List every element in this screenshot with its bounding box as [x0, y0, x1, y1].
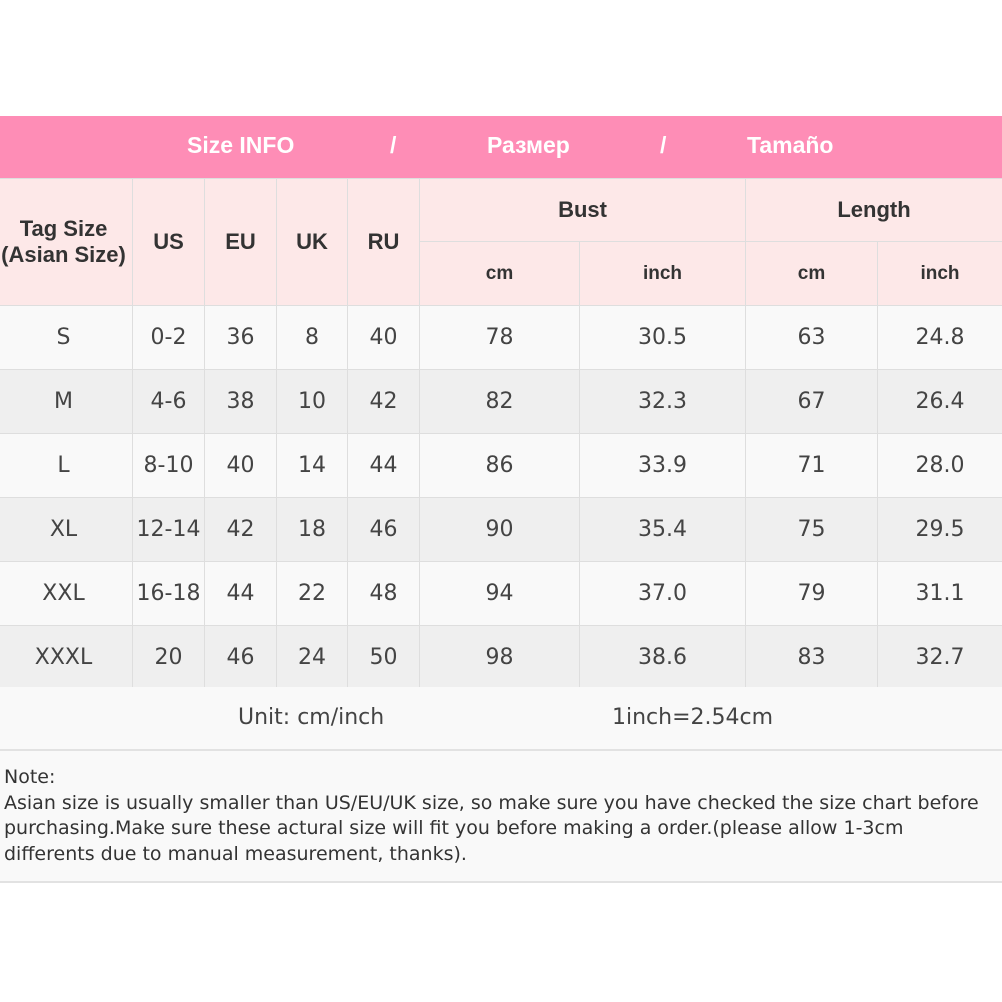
note-line: purchasing.Make sure these actural size …	[4, 817, 904, 839]
header-ru: RU	[347, 178, 420, 306]
header-length-inch: inch	[877, 241, 1002, 306]
cell-length-inch: 32.7	[877, 625, 1002, 690]
cell-bust-inch: 37.0	[578, 561, 747, 626]
cell-us: 8-10	[132, 433, 205, 498]
cell-eu: 40	[204, 433, 277, 498]
cell-eu: 38	[204, 369, 277, 434]
cell-length-cm: 75	[745, 497, 879, 562]
cell-eu: 36	[204, 305, 277, 370]
cell-uk: 24	[276, 625, 348, 690]
cell-tag-size: XXXL	[0, 625, 133, 690]
cell-length-inch: 29.5	[877, 497, 1002, 562]
header-length: Length	[745, 178, 1002, 242]
cell-ru: 50	[347, 625, 420, 690]
table-row: M 4-6 38 10 42 82 32.3 67 26.4	[0, 369, 1002, 434]
unit-conversion: 1inch=2.54cm	[612, 705, 774, 730]
cell-tag-size: L	[0, 433, 133, 498]
cell-ru: 42	[347, 369, 420, 434]
cell-ru: 44	[347, 433, 420, 498]
cell-bust-cm: 78	[419, 305, 580, 370]
header-tag-size: Tag Size (Asian Size)	[0, 178, 133, 306]
cell-bust-inch: 30.5	[578, 305, 747, 370]
size-table: Tag Size (Asian Size) US EU UK RU Bust Le…	[0, 178, 1002, 690]
cell-bust-inch: 32.3	[578, 369, 747, 434]
title-spanish: Tamaño	[747, 132, 834, 158]
cell-tag-size: XL	[0, 497, 133, 562]
note-line: Asian size is usually smaller than US/EU…	[4, 791, 979, 814]
cell-us: 20	[132, 625, 205, 690]
header-length-cm: cm	[745, 241, 879, 306]
table-row: S 0-2 36 8 40 78 30.5 63 24.8	[0, 305, 1002, 370]
header-bust: Bust	[418, 178, 747, 242]
cell-bust-cm: 98	[419, 625, 580, 690]
header-us: US	[132, 178, 205, 306]
header-bust-inch: inch	[578, 241, 747, 306]
title-english: Size INFO	[187, 132, 295, 158]
cell-uk: 18	[276, 497, 348, 562]
cell-bust-cm: 82	[419, 369, 580, 434]
cell-length-cm: 63	[745, 305, 879, 370]
note-section: Note: Asian size is usually smaller than…	[0, 751, 1002, 883]
cell-bust-cm: 86	[419, 433, 580, 498]
cell-uk: 10	[276, 369, 348, 434]
table-row: L 8-10 40 14 44 86 33.9 71 28.0	[0, 433, 1002, 498]
table-body: S 0-2 36 8 40 78 30.5 63 24.8 M 4-6 38 10 42 82 32.3 67 2…	[0, 305, 1002, 690]
cell-length-cm: 79	[745, 561, 879, 626]
cell-length-cm: 83	[745, 625, 879, 690]
cell-bust-inch: 35.4	[578, 497, 747, 562]
header-uk: UK	[276, 178, 348, 306]
cell-us: 0-2	[132, 305, 205, 370]
header-eu: EU	[204, 178, 277, 306]
cell-tag-size: M	[0, 369, 133, 434]
unit-label: Unit: cm/inch	[238, 705, 385, 730]
note-line: differents due to manual measurement, th…	[4, 842, 467, 865]
cell-bust-cm: 94	[419, 561, 580, 626]
title-bar: Size INFO / Размер / Tamaño	[0, 116, 1002, 178]
cell-length-inch: 24.8	[877, 305, 1002, 370]
note-heading: Note:	[4, 766, 56, 788]
cell-length-inch: 31.1	[877, 561, 1002, 626]
cell-us: 16-18	[132, 561, 205, 626]
title-russian: Размер	[487, 132, 570, 158]
cell-ru: 46	[347, 497, 420, 562]
cell-eu: 44	[204, 561, 277, 626]
cell-uk: 8	[276, 305, 348, 370]
cell-tag-size: S	[0, 305, 133, 370]
table-row: XXXL 20 46 24 50 98 38.6 83 32.7	[0, 625, 1002, 690]
cell-us: 4-6	[132, 369, 205, 434]
table-row: XXL 16-18 44 22 48 94 37.0 79 31.1	[0, 561, 1002, 626]
cell-bust-cm: 90	[419, 497, 580, 562]
cell-ru: 40	[347, 305, 420, 370]
cell-uk: 22	[276, 561, 348, 626]
title-separator: /	[660, 132, 667, 158]
cell-tag-size: XXL	[0, 561, 133, 626]
table-row: XL 12-14 42 18 46 90 35.4 75 29.5	[0, 497, 1002, 562]
cell-us: 12-14	[132, 497, 205, 562]
cell-length-inch: 28.0	[877, 433, 1002, 498]
cell-bust-inch: 38.6	[578, 625, 747, 690]
unit-row: Unit: cm/inch 1inch=2.54cm	[0, 687, 1002, 751]
cell-bust-inch: 33.9	[578, 433, 747, 498]
header-bust-cm: cm	[419, 241, 580, 306]
cell-uk: 14	[276, 433, 348, 498]
cell-length-inch: 26.4	[877, 369, 1002, 434]
cell-ru: 48	[347, 561, 420, 626]
cell-length-cm: 71	[745, 433, 879, 498]
cell-eu: 46	[204, 625, 277, 690]
cell-eu: 42	[204, 497, 277, 562]
cell-length-cm: 67	[745, 369, 879, 434]
title-separator: /	[390, 132, 397, 158]
